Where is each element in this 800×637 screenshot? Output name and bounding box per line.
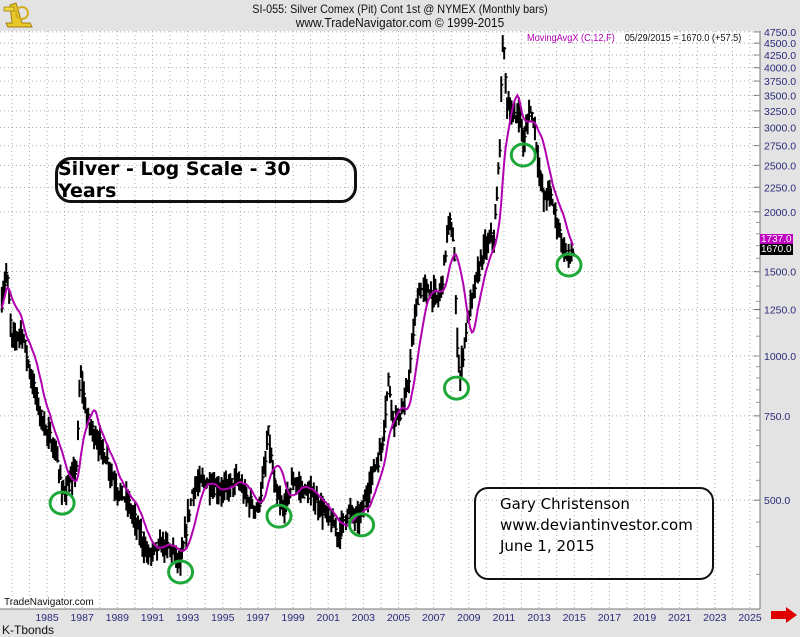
gridlines — [0, 31, 760, 609]
x-tick-label: 1995 — [211, 612, 235, 624]
watermark: TradeNavigator.com — [4, 597, 94, 608]
x-tick-label: 1987 — [70, 612, 94, 624]
y-tick-label: 3000.0 — [764, 122, 796, 134]
circle-annotation — [265, 503, 293, 529]
y-tick-label: 4250.0 — [764, 50, 796, 62]
y-tick-label: 1250.0 — [764, 305, 796, 317]
circle-annotation — [48, 490, 76, 516]
author-website: www.deviantinvestor.com — [500, 516, 693, 534]
y-tick-label: 1000.0 — [764, 351, 796, 363]
x-tick-label: 2005 — [387, 612, 411, 624]
author-annotation-box: Gary Christenson www.deviantinvestor.com… — [474, 487, 714, 580]
ma-price-tag: 1737.0 — [760, 234, 793, 246]
x-tick-label: 2023 — [703, 612, 727, 624]
x-tick-label: 2003 — [352, 612, 376, 624]
x-tick-label: 1991 — [141, 612, 165, 624]
x-tick-label: 2001 — [317, 612, 341, 624]
indicator-name: MovingAvgX (C,12,F) — [527, 33, 615, 44]
x-tick-label: 1997 — [246, 612, 270, 624]
circle-annotation — [167, 559, 195, 585]
x-tick-label: 2019 — [633, 612, 657, 624]
y-tick-label: 2750.0 — [764, 141, 796, 153]
y-tick-label: 3750.0 — [764, 76, 796, 88]
chart-subtitle: www.TradeNavigator.com © 1999-2015 — [295, 15, 505, 30]
y-tick-label: 1500.0 — [764, 267, 796, 279]
x-tick-label: 1999 — [281, 612, 305, 624]
x-tick-label: 2021 — [668, 612, 692, 624]
circle-annotation — [348, 512, 376, 538]
x-tick-label: 2015 — [563, 612, 587, 624]
y-tick-label: 2000.0 — [764, 207, 796, 219]
x-axis-ticks: 1985 1987 1989 1991 1993 1995 1997 1999 2001 2003… — [35, 612, 762, 624]
x-tick-label: 2011 — [493, 612, 516, 624]
x-tick-label: 2009 — [457, 612, 481, 624]
y-tick-label: 4750.0 — [764, 27, 796, 39]
circle-annotation — [509, 142, 537, 168]
y-tick-label: 2250.0 — [764, 182, 796, 194]
y-tick-label: 3500.0 — [764, 90, 796, 102]
x-tick-label: 2017 — [598, 612, 622, 624]
x-tick-label: 1993 — [176, 612, 200, 624]
circle-annotation — [442, 375, 470, 401]
chart-title: SI-055: Silver Comex (Pit) Cont 1st @ NY… — [252, 2, 548, 16]
author-date: June 1, 2015 — [500, 537, 595, 555]
y-tick-label: 750.0 — [764, 411, 790, 423]
x-tick-label: 2007 — [422, 612, 446, 624]
y-tick-label: 500.0 — [764, 495, 790, 507]
indicator-readout: 05/29/2015 = 1670.0 (+57.5) — [624, 33, 742, 44]
title-annotation-box: Silver - Log Scale - 30 Years — [55, 157, 357, 203]
circle-annotation — [555, 252, 583, 278]
y-tick-label: 3250.0 — [764, 106, 796, 118]
moving-average-line — [0, 93, 574, 553]
author-name: Gary Christenson — [500, 495, 630, 513]
circled-lows — [48, 142, 583, 585]
x-tick-label: 2025 — [738, 612, 762, 624]
footer-label: K-Tbonds — [2, 623, 55, 637]
indicator-legend: MovingAvgX (C,12,F) 05/29/2015 = 1670.0 … — [527, 33, 741, 44]
trade-navigator-logo — [3, 2, 33, 28]
y-tick-label: 4000.0 — [764, 63, 796, 75]
x-tick-label: 1989 — [106, 612, 130, 624]
y-tick-label: 2500.0 — [764, 160, 796, 172]
last-price-tag: 1670.0 — [760, 244, 793, 256]
x-tick-label: 1985 — [35, 612, 59, 624]
y-tick-label: 4500.0 — [764, 38, 796, 50]
scroll-right-arrow-icon[interactable] — [771, 607, 797, 623]
x-tick-label: 2013 — [527, 612, 551, 624]
